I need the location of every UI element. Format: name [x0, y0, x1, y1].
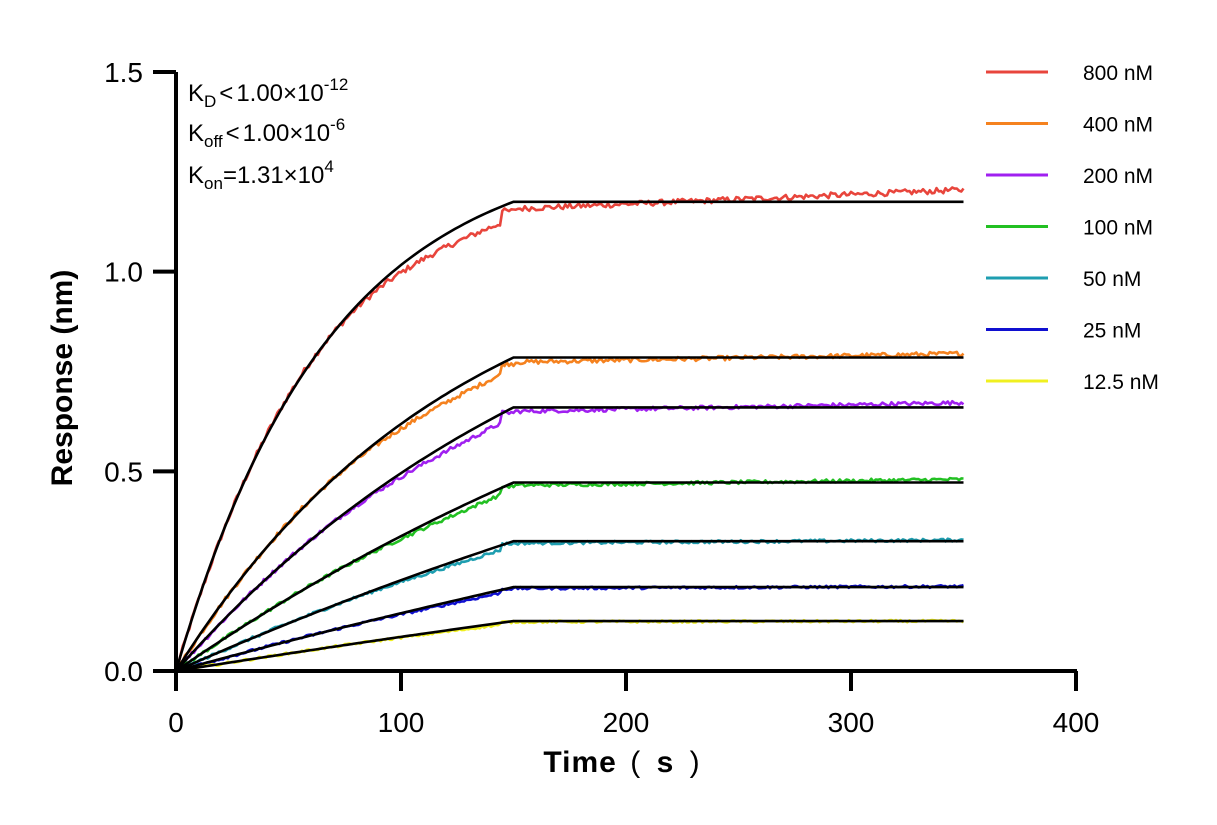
- fit-curve-4: [175, 539, 964, 673]
- fit-curve-2: [175, 406, 964, 672]
- series-trace-3: [175, 476, 964, 673]
- series-layer: [174, 186, 965, 673]
- x-tick-label-3: 300: [828, 707, 875, 738]
- x-axis-title-close: ): [690, 746, 701, 779]
- y-tick-label-2: 1.0: [104, 257, 143, 288]
- annotation-kd: KD <1.00×10-12: [188, 75, 348, 111]
- y-tick-label-1: 0.5: [104, 456, 143, 487]
- fit-curve-0: [174, 200, 964, 672]
- x-tick-label-2: 200: [603, 707, 650, 738]
- y-tick-label-3: 1.5: [104, 57, 143, 88]
- fit-layer: [174, 200, 964, 673]
- x-axis-title: Time ( s ): [543, 746, 700, 779]
- legend-label-5: 25 nM: [1083, 320, 1141, 343]
- legend-label-6: 12.5 nM: [1083, 371, 1159, 394]
- y-axis-title: Response (nm): [46, 270, 79, 487]
- x-tick-label-0: 0: [168, 707, 184, 738]
- series-trace-0: [174, 186, 965, 672]
- fit-curve-1: [174, 356, 964, 672]
- x-axis-title-main: Time: [543, 746, 616, 779]
- legend-label-0: 800 nM: [1083, 62, 1153, 85]
- x-axis-title-open: (: [630, 746, 641, 779]
- x-axis-title-unit: s: [657, 746, 675, 779]
- series-trace-5: [175, 583, 964, 673]
- fit-curve-6: [175, 619, 964, 673]
- y-tick-label-0: 0.0: [104, 656, 143, 687]
- legend-label-4: 50 nM: [1083, 268, 1141, 291]
- fit-curve-3: [175, 481, 964, 673]
- legend-label-3: 100 nM: [1083, 217, 1153, 240]
- legend-label-1: 400 nM: [1083, 114, 1153, 137]
- series-trace-6: [175, 618, 965, 673]
- series-trace-4: [175, 537, 964, 673]
- legend-label-2: 200 nM: [1083, 165, 1153, 188]
- legend: 800 nM 400 nM 200 nM 100 nM 50 nM 25 nM 12.5 n…: [986, 62, 1159, 394]
- fit-curve-5: [175, 585, 964, 673]
- annotation-kon: Kon=1.31×104: [188, 157, 334, 193]
- series-trace-2: [175, 399, 965, 673]
- x-tick-label-1: 100: [378, 707, 425, 738]
- annotation-koff: Koff <1.00×10-6: [188, 115, 345, 151]
- x-tick-label-4: 400: [1053, 707, 1100, 738]
- ticks-layer: 0 100 200 300 400 0.0 0.5 1.0 1.5: [104, 57, 1099, 738]
